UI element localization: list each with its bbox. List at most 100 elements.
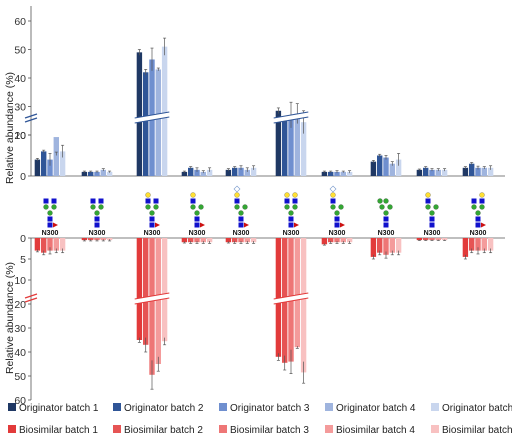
- originator-bar: [288, 115, 294, 176]
- originator-bar: [441, 169, 448, 176]
- glcnac-square-icon: [238, 216, 244, 222]
- originator-bar: [188, 167, 194, 176]
- biosimilar-bar: [161, 238, 168, 342]
- originator-bar: [462, 167, 469, 176]
- legend-swatch-originator: [431, 403, 439, 411]
- bar-break-line: [273, 116, 309, 124]
- glycan-site-label: N300: [424, 230, 441, 237]
- originator-bar: [225, 169, 232, 176]
- mannose-circle-icon: [149, 210, 155, 216]
- biosimilar-bar: [143, 238, 149, 345]
- glcnac-square-icon: [194, 222, 200, 228]
- originator-bar: [181, 171, 188, 176]
- glcnac-square-icon: [383, 222, 389, 228]
- bar-break-line: [134, 292, 170, 300]
- glcnac-square-icon: [288, 222, 294, 228]
- legend-swatch-originator: [113, 403, 121, 411]
- biosimilar-bar: [88, 238, 94, 241]
- glcnac-square-icon: [94, 216, 100, 222]
- originator-bar: [294, 113, 300, 176]
- glcnac-square-icon: [383, 216, 389, 222]
- bar-break-gap: [134, 112, 170, 123]
- glcnac-square-icon: [47, 222, 53, 228]
- biosimilar-bar: [389, 238, 395, 253]
- mannose-circle-icon: [190, 204, 196, 210]
- originator-bar: [487, 167, 494, 176]
- originator-bar: [282, 119, 288, 176]
- bottom-tick-label: 5: [20, 254, 26, 266]
- originator-bar: [435, 169, 441, 176]
- biosimilar-bar: [321, 238, 328, 245]
- glcnac-square-icon: [330, 198, 336, 204]
- biosimilar-bar: [136, 238, 143, 340]
- top-axis-break-mark: [24, 117, 38, 123]
- originator-bar: [377, 155, 383, 176]
- glycan-site-label: N300: [144, 230, 161, 237]
- glcnac-square-icon: [475, 216, 481, 222]
- biosimilar-bar: [487, 238, 494, 251]
- glcnac-square-icon: [153, 198, 159, 204]
- glycan-structures: N300 N300 N300 N300 N300 N300 N300 N300 N300 N300: [42, 185, 486, 237]
- galactose-circle-icon: [330, 192, 336, 198]
- legend-label-originator: Originator batch 4: [336, 403, 416, 414]
- legend-label-biosimilar: Biosimilar batch 4: [336, 425, 415, 436]
- biosimilar-bar: [469, 238, 475, 251]
- biosimilar-bar: [377, 238, 383, 253]
- biosimilar-bar: [435, 238, 441, 241]
- mannose-circle-icon: [98, 204, 104, 210]
- originator-bar: [34, 159, 41, 176]
- originator-bar: [47, 159, 53, 176]
- mannose-circle-icon: [94, 210, 100, 216]
- bottom-tick-label: 60: [14, 395, 26, 407]
- glcnac-square-icon: [145, 198, 151, 204]
- legend-label-biosimilar: Biosimilar batch 5: [442, 425, 512, 436]
- biosimilar-bar: [340, 238, 346, 243]
- mannose-circle-icon: [43, 204, 49, 210]
- mannose-circle-icon: [475, 210, 481, 216]
- biosimilar-bar: [395, 238, 402, 253]
- biosimilar-bar: [429, 238, 435, 241]
- mannose-circle-icon: [153, 204, 159, 210]
- originator-bar: [389, 163, 395, 176]
- biosimilar-bar: [194, 238, 200, 243]
- glcnac-square-icon: [51, 198, 57, 204]
- glycan-site-label: N300: [89, 230, 106, 237]
- top-tick-label: 30: [14, 102, 26, 114]
- mannose-circle-icon: [242, 204, 248, 210]
- glcnac-square-icon: [90, 198, 96, 204]
- mannose-circle-icon: [198, 204, 204, 210]
- originator-bar: [275, 110, 282, 176]
- bottom-tick-label: 10: [14, 275, 26, 287]
- biosimilar-bar: [250, 238, 257, 243]
- galactose-circle-icon: [284, 192, 290, 198]
- top-axis-break-mark: [24, 113, 38, 119]
- bottom-axis-break-mark: [24, 297, 38, 303]
- originator-bar: [106, 171, 113, 176]
- originator-bar: [59, 151, 66, 176]
- mannose-circle-icon: [90, 204, 96, 210]
- originator-bar: [340, 171, 346, 176]
- mannose-circle-icon: [334, 210, 340, 216]
- originator-bar: [395, 159, 402, 176]
- biosimilar-bar: [475, 238, 481, 251]
- glcnac-square-icon: [43, 198, 49, 204]
- biosimilar-bar: [334, 238, 340, 243]
- bottom-tick-label: 50: [14, 371, 26, 383]
- galactose-circle-icon: [292, 192, 298, 198]
- glcnac-square-icon: [479, 198, 485, 204]
- mannose-circle-icon: [479, 204, 485, 210]
- mannose-circle-icon: [471, 204, 477, 210]
- originator-bar: [321, 171, 328, 176]
- biosimilar-bar: [53, 238, 59, 251]
- originator-bar: [334, 171, 340, 176]
- bottom-axis-break-mark: [24, 293, 38, 299]
- legend-swatch-biosimilar: [219, 425, 227, 433]
- bar-break-line: [273, 111, 309, 119]
- biosimilar-bar: [383, 238, 389, 255]
- mannose-circle-icon: [47, 210, 53, 216]
- originator-bar: [155, 69, 161, 176]
- originator-bar: [81, 171, 88, 176]
- biosimilar-bar: [155, 238, 161, 364]
- fucose-triangle-icon: [155, 222, 160, 228]
